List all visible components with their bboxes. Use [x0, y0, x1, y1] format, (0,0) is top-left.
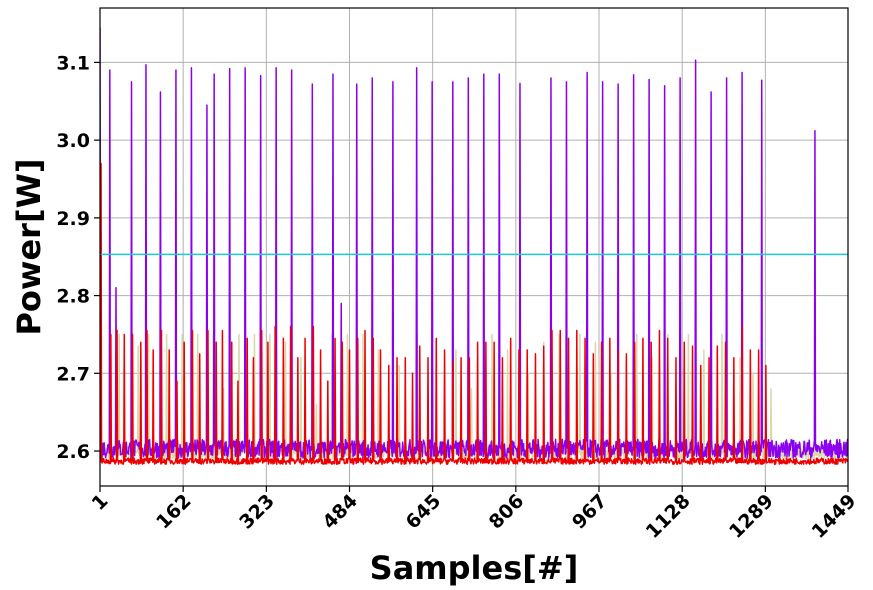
x-axis-label: Samples[#] [370, 549, 579, 587]
x-tick-label-1: 162 [152, 490, 196, 534]
x-tick-label-7: 1128 [642, 490, 695, 543]
series-line-0 [100, 27, 848, 459]
plot-area [100, 27, 848, 465]
x-tick-label-4: 645 [402, 490, 446, 534]
y-tick-label-1: 2.7 [56, 363, 90, 385]
y-tick-label-5: 3.1 [56, 52, 90, 74]
x-tick-label-3: 484 [318, 490, 362, 534]
x-tick-label-2: 323 [235, 490, 279, 534]
x-tick-label-9: 1449 [808, 490, 861, 543]
plot-frame [99, 7, 849, 487]
x-tick-label-8: 1289 [725, 490, 778, 543]
x-tick-label-0: 1 [88, 490, 113, 515]
y-tick-label-0: 2.6 [56, 441, 90, 463]
x-tick-label-6: 967 [568, 490, 612, 534]
y-axis-ticks: 2.6 2.7 2.8 2.9 3.0 3.1 [56, 52, 100, 463]
y-tick-label-2: 2.8 [56, 286, 90, 308]
series-line-2 [100, 162, 848, 465]
series-line-1 [100, 333, 848, 460]
x-axis-ticks: 1 162 323 484 645 806 967 1128 1289 1449 [88, 486, 861, 543]
x-tick-label-5: 806 [485, 490, 529, 534]
y-axis-label: Power[W] [10, 158, 48, 335]
y-tick-label-4: 3.0 [56, 130, 90, 152]
y-tick-label-3: 2.9 [56, 208, 90, 230]
